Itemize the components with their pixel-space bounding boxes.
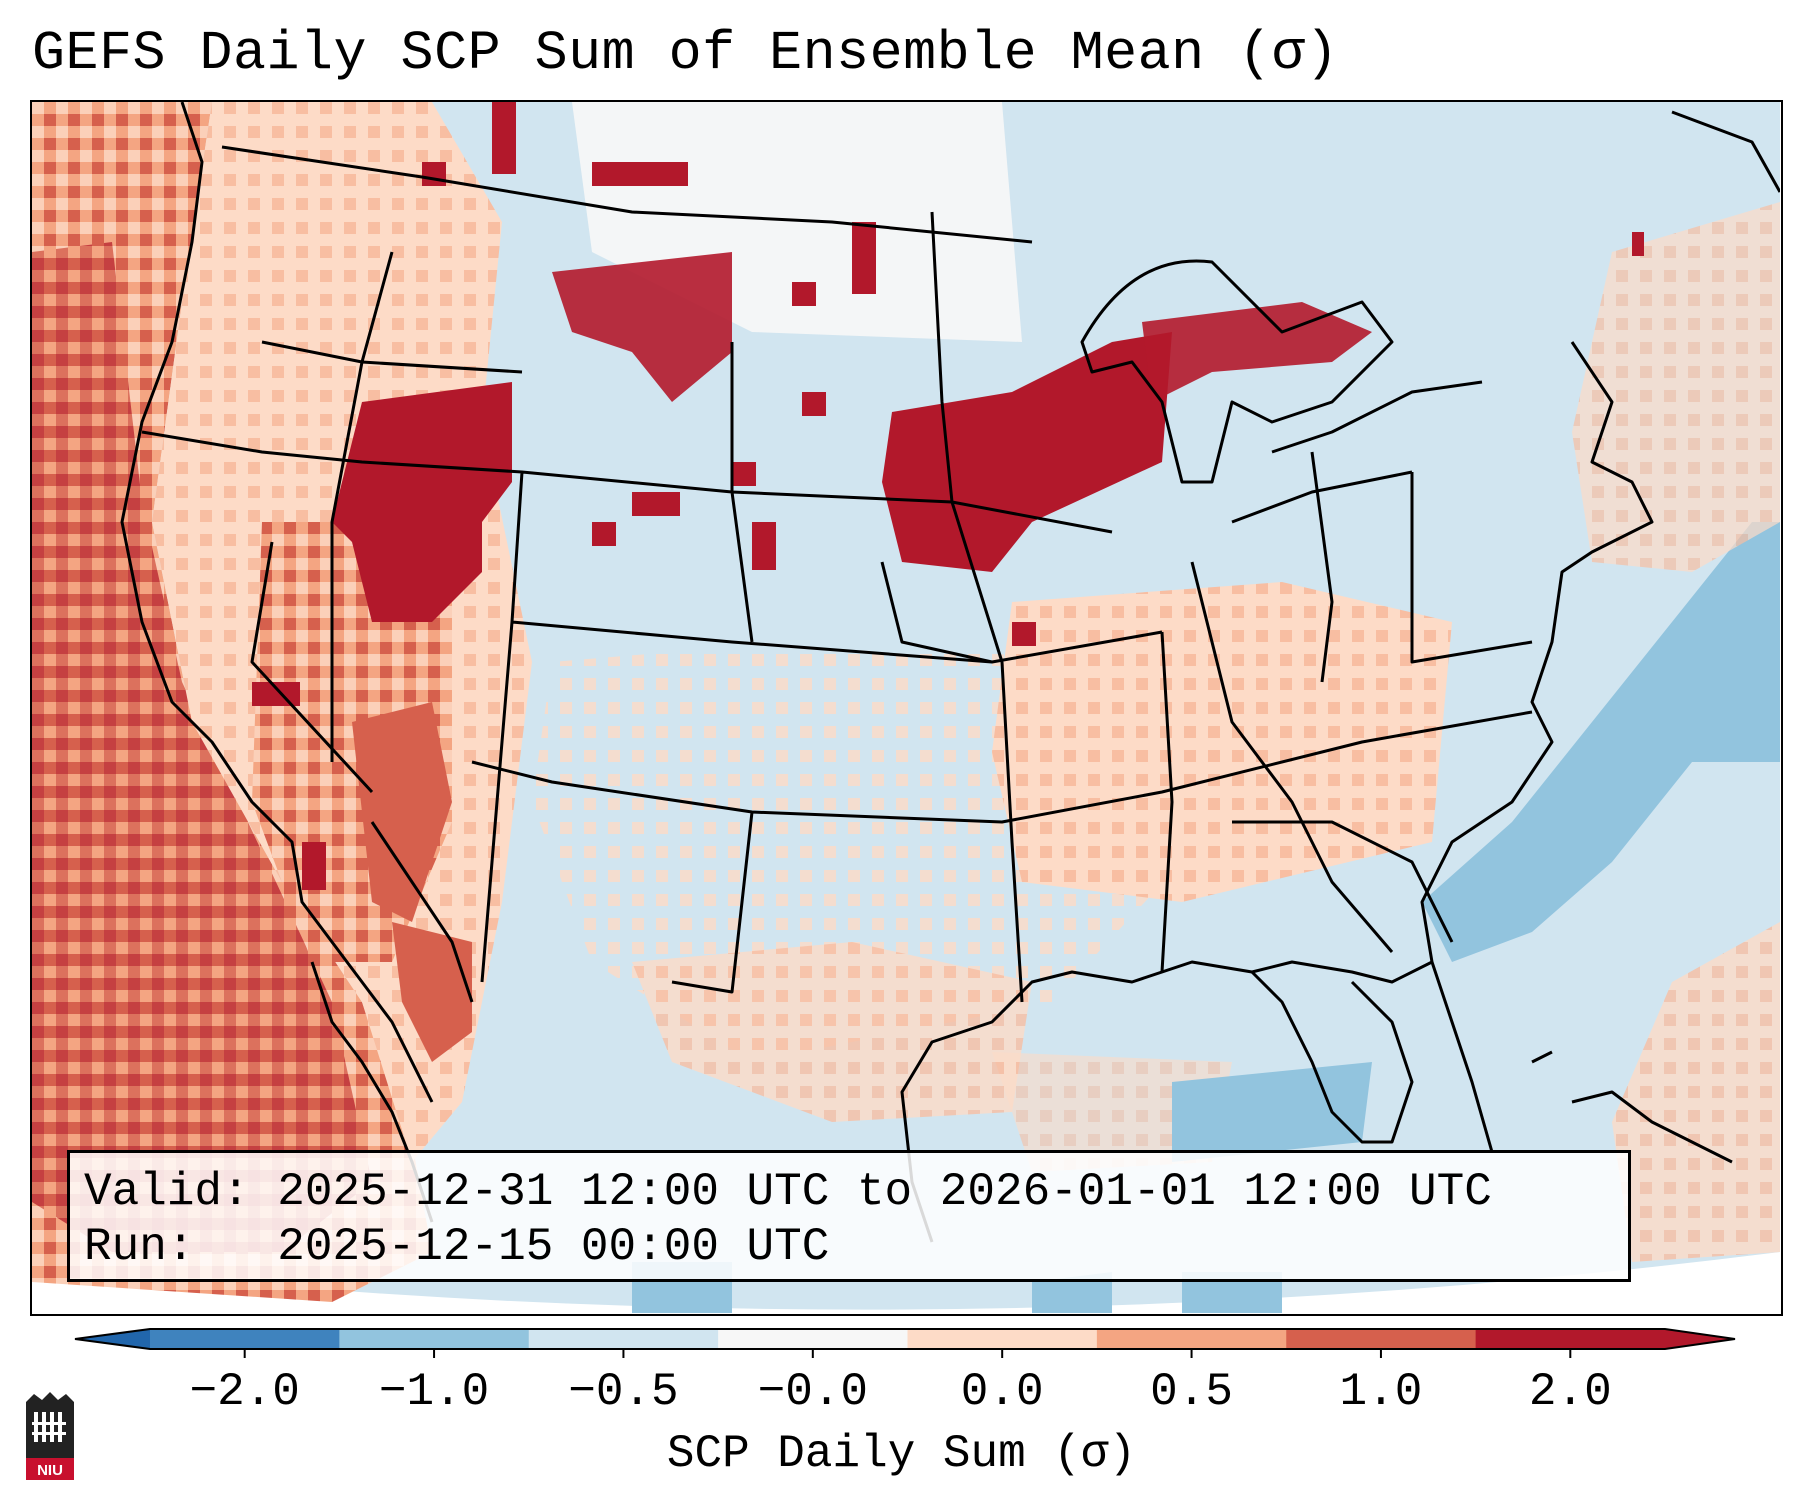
region-northern-rockies-max	[332, 382, 512, 622]
colorbar-segment	[150, 1329, 340, 1349]
colorbar-extend-min	[75, 1329, 150, 1349]
colorbar-tick-label: −1.0	[378, 1366, 490, 1418]
region-great-lakes-max	[1142, 302, 1372, 402]
region-coastal-strong	[32, 242, 372, 1252]
colorbar-extend-max	[1665, 1329, 1735, 1349]
boundaries	[120, 102, 1780, 1243]
colorbar-segment	[1475, 1329, 1666, 1349]
valid-value: 2025-12-31 12:00 UTC to 2026-01-01 12:00…	[277, 1166, 1492, 1218]
scattered-max-cells	[252, 102, 1644, 890]
colorbar	[74, 1328, 1736, 1358]
gulf-coast	[900, 960, 1433, 1243]
projection-edge	[32, 1252, 1780, 1313]
caribbean-islands	[1531, 1050, 1733, 1164]
region-southwest-max	[352, 702, 452, 922]
northeast-coast	[1420, 110, 1780, 1153]
lake-erie-ontario	[1231, 380, 1483, 524]
colorbar-outline	[74, 1328, 1736, 1350]
colorbar-label: SCP Daily Sum (σ)	[666, 1428, 1137, 1480]
colorbar-tick-label: −2.0	[189, 1366, 300, 1418]
state-lines	[141, 211, 1533, 1003]
florida-peninsula	[1250, 970, 1414, 1144]
region-mid-south	[992, 582, 1452, 902]
colorbar-tick-label: 0.5	[1150, 1366, 1233, 1418]
colorbar-tick-label: −0.0	[757, 1366, 869, 1418]
region-atlantic-negative	[1422, 522, 1780, 962]
logo-text: NIU	[37, 1462, 63, 1479]
colorbar-segment	[1286, 1329, 1477, 1349]
colorbar-segment	[718, 1329, 908, 1349]
colorbar-tick-label: 0.0	[960, 1366, 1044, 1418]
region-southeast-offshore-positive	[1612, 922, 1780, 1262]
map-panel	[30, 100, 1783, 1316]
colorbar-segment	[528, 1329, 719, 1349]
canada-border	[221, 145, 1033, 244]
great-lakes-outline	[1080, 259, 1394, 484]
colorbar-segments	[75, 1329, 1735, 1358]
run-label: Run:	[84, 1221, 195, 1273]
logo-badge	[26, 1458, 74, 1480]
colorbar-tick-label: 1.0	[1339, 1366, 1423, 1418]
chart-title: GEFS Daily SCP Sum of Ensemble Mean (σ)	[32, 22, 1339, 85]
region-mexico-max	[392, 922, 472, 1062]
region-montana-max	[552, 252, 732, 402]
colorbar-segment	[907, 1329, 1098, 1349]
valid-label: Valid:	[84, 1166, 250, 1218]
map-canvas	[32, 102, 1780, 1313]
colorbar-tick-label: −0.5	[568, 1366, 679, 1418]
west-coastline	[120, 102, 434, 1103]
colorbar-segment	[339, 1329, 530, 1349]
colorbar-segment	[1096, 1329, 1287, 1349]
colorbar-tick-label: 2.0	[1528, 1366, 1612, 1418]
run-value: 2025-12-15 00:00 UTC	[277, 1221, 830, 1273]
niu-logo: NIU	[26, 1392, 74, 1480]
validity-info-box: Valid: 2025-12-31 12:00 UTC to 2026-01-0…	[67, 1150, 1631, 1282]
